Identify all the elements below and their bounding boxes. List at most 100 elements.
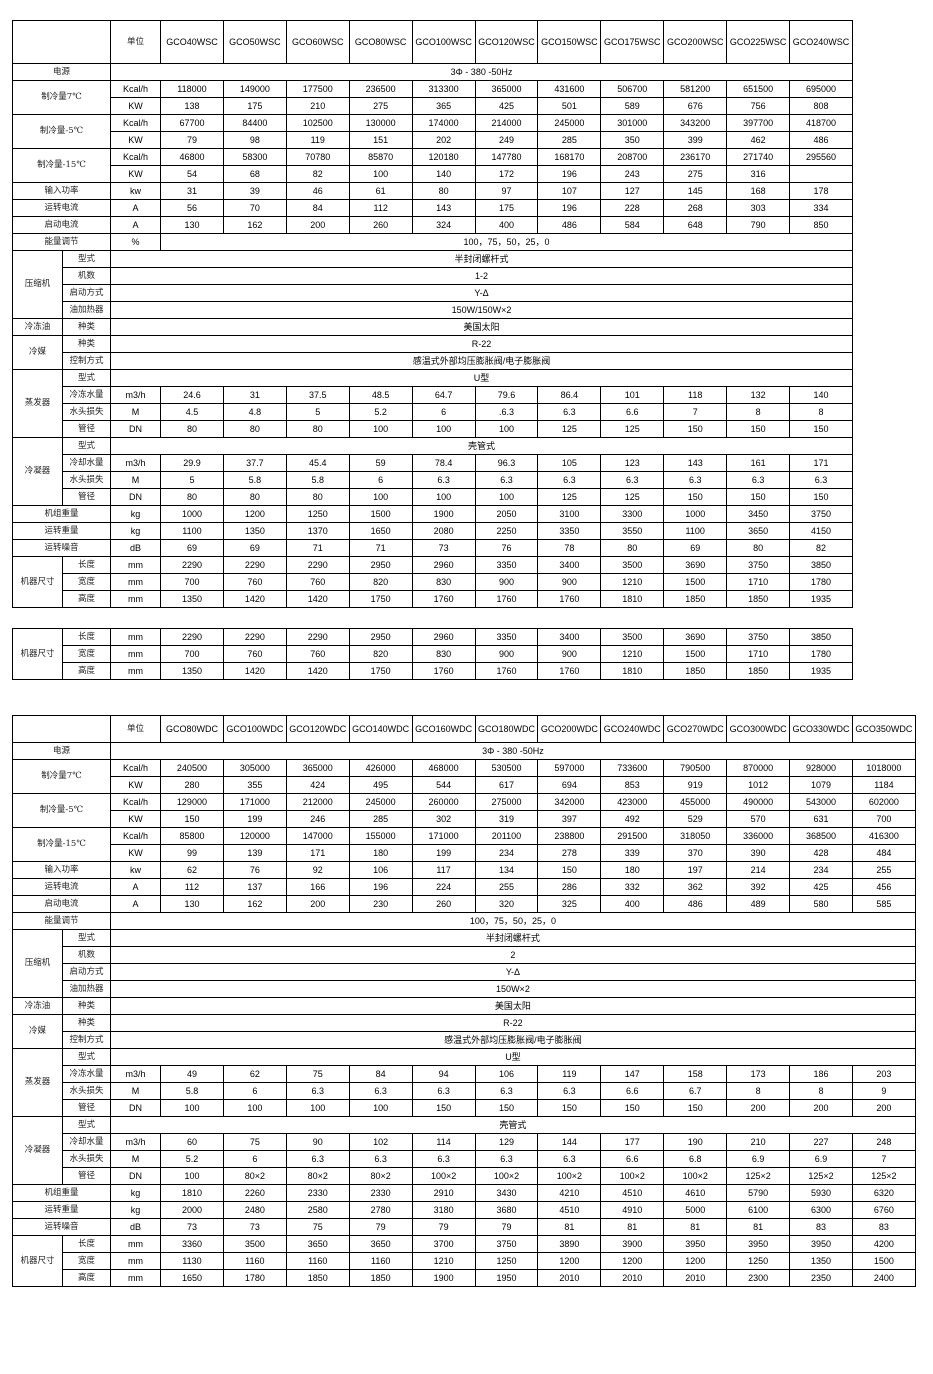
unit-cell: kg	[110, 505, 161, 523]
value-cell: 147780	[474, 148, 539, 166]
value-cell: 2010	[663, 1269, 728, 1287]
value-cell: 102	[348, 1133, 413, 1151]
table-row: 冷冻油 种类 美国太阳	[12, 997, 916, 1015]
value-cell: 245000	[348, 793, 413, 811]
row-group-label: 冷凝器	[12, 1116, 63, 1185]
value-cell: 100	[348, 1099, 413, 1117]
value-cell: 700	[160, 645, 224, 663]
value-cell: 129	[474, 1133, 539, 1151]
value-cell: 1500	[663, 573, 728, 591]
value-cell: 106	[348, 861, 413, 879]
value-cell: 1250	[285, 505, 350, 523]
value-cell: 870000	[726, 759, 791, 777]
value-cell: 543000	[789, 793, 853, 811]
model-header: GCO200WSC	[663, 20, 728, 64]
value-cell: 3650	[726, 522, 791, 540]
value-cell: 484	[851, 844, 916, 862]
table-row: 水头损失 M 4.5 4.8 5 5.2 6.6.3 6.3 6.6 7 8 8	[13, 403, 853, 421]
value-cell: 928000	[789, 759, 853, 777]
table-row: KW 138 175 210 275 365 425 501 589 676 756 808	[13, 97, 853, 115]
value-cell: 100	[348, 165, 413, 183]
table-row: 冷冻水量 m3/h 49 62 75 84 94 106 119 147 158 173 186 203	[13, 1065, 916, 1083]
value-cell: 1850	[663, 662, 728, 680]
spec-table-wsc-dimensions: 机器尺寸 长度 mm 2290 2290 2290 2950 2960 3350 3400 3500…	[12, 628, 853, 680]
model-header: GCO120WSC	[474, 20, 539, 64]
value-cell: 97	[474, 182, 539, 200]
value-cell: 39	[222, 182, 287, 200]
unit-cell: dB	[110, 539, 161, 557]
value-cell: 59	[348, 454, 413, 472]
value-cell: 125	[600, 488, 665, 506]
row-sub-label: 油加热器	[62, 301, 111, 319]
row-sub-label: 控制方式	[62, 352, 111, 370]
model-header: GCO330WDC	[789, 715, 853, 743]
value-cell: 6	[222, 1082, 287, 1100]
value-cell: 203	[851, 1065, 916, 1083]
value-cell: 4610	[663, 1184, 728, 1202]
value-cell: 570	[726, 810, 791, 828]
value-cell: 5000	[663, 1201, 728, 1219]
value-cell: 224	[411, 878, 476, 896]
value-cell: 175	[222, 97, 287, 115]
value-cell: 392	[726, 878, 791, 896]
value-cell: 234	[474, 844, 539, 862]
value-cell: 325	[537, 895, 602, 913]
value-cell: 4510	[537, 1201, 602, 1219]
value-cell: 130	[160, 216, 224, 234]
table-row: 制冷量-15℃ Kcal/h 85800 120000 147000 155000 1710…	[12, 827, 916, 862]
table-row: 冷冻水量 m3/h 24.6 31 37.5 48.5 64.7 79.6 86.4 101 118…	[13, 386, 853, 404]
value-cell: 1710	[726, 645, 791, 663]
value-cell: 129000	[160, 793, 224, 811]
value-cell: 370	[663, 844, 728, 862]
value-cell: 1500	[851, 1252, 916, 1270]
unit-cell: kw	[110, 182, 161, 200]
value-cell: 150	[474, 1099, 539, 1117]
value-cell: 173	[726, 1065, 791, 1083]
row-group-label: 机器尺寸	[12, 556, 63, 608]
value-cell: 214000	[474, 114, 539, 132]
value-cell: 3750	[726, 556, 791, 574]
value-cell: 3350	[537, 522, 602, 540]
value-cell: 112	[160, 878, 224, 896]
value-cell: 1000	[160, 505, 224, 523]
row-sub-label: 管径	[62, 1099, 111, 1117]
value-cell: 320	[474, 895, 539, 913]
value-cell: 120000	[222, 827, 287, 845]
span-value: 感温式外部均压膨胀阀/电子膨胀阀	[110, 1031, 916, 1049]
value-cell: 80	[726, 539, 791, 557]
value-cell: 260	[411, 895, 476, 913]
unit-cell: DN	[110, 1099, 161, 1117]
span-value: R-22	[110, 1014, 916, 1032]
table-row: 输入功率 kw 31 39 46 61 80 97 107 127 145 168 178	[12, 182, 853, 200]
value-cell: 425	[789, 878, 853, 896]
span-value: Y-Δ	[110, 284, 853, 302]
value-cell: 201100	[474, 827, 539, 845]
value-cell: 830	[411, 573, 476, 591]
row-group-label: 运转重量	[12, 1201, 111, 1219]
value-cell: 1780	[789, 645, 853, 663]
value-cell: 324	[411, 216, 476, 234]
table-row: 管径 DN 100 80×2 80×2 80×2 100×2 100×2 100×2 100×2 1…	[13, 1167, 916, 1185]
value-cell: 3950	[663, 1235, 728, 1253]
value-cell: 158	[663, 1065, 728, 1083]
model-header: GCO160WDC	[411, 715, 476, 743]
table-row: 蒸发器 型式 U型	[12, 369, 853, 438]
value-cell: 900	[474, 645, 539, 663]
value-cell: 6.3	[600, 471, 665, 489]
row-group-label: 电源	[12, 742, 111, 760]
value-cell: 418700	[789, 114, 853, 132]
value-cell: 3550	[600, 522, 665, 540]
value-cell: 86.4	[537, 386, 602, 404]
value-cell: 334	[789, 199, 853, 217]
row-sub-label: 种类	[62, 997, 111, 1015]
value-cell: 350	[600, 131, 665, 149]
value-cell: 492	[600, 810, 665, 828]
value-cell: 2400	[851, 1269, 916, 1287]
unit-cell: Kcal/h	[110, 148, 161, 166]
model-header: GCO175WSC	[600, 20, 665, 64]
value-cell: 58300	[222, 148, 287, 166]
value-cell: 2250	[474, 522, 539, 540]
row-group-label: 冷凝器	[12, 437, 63, 506]
value-cell: 99	[160, 844, 224, 862]
value-cell: 125	[537, 488, 602, 506]
